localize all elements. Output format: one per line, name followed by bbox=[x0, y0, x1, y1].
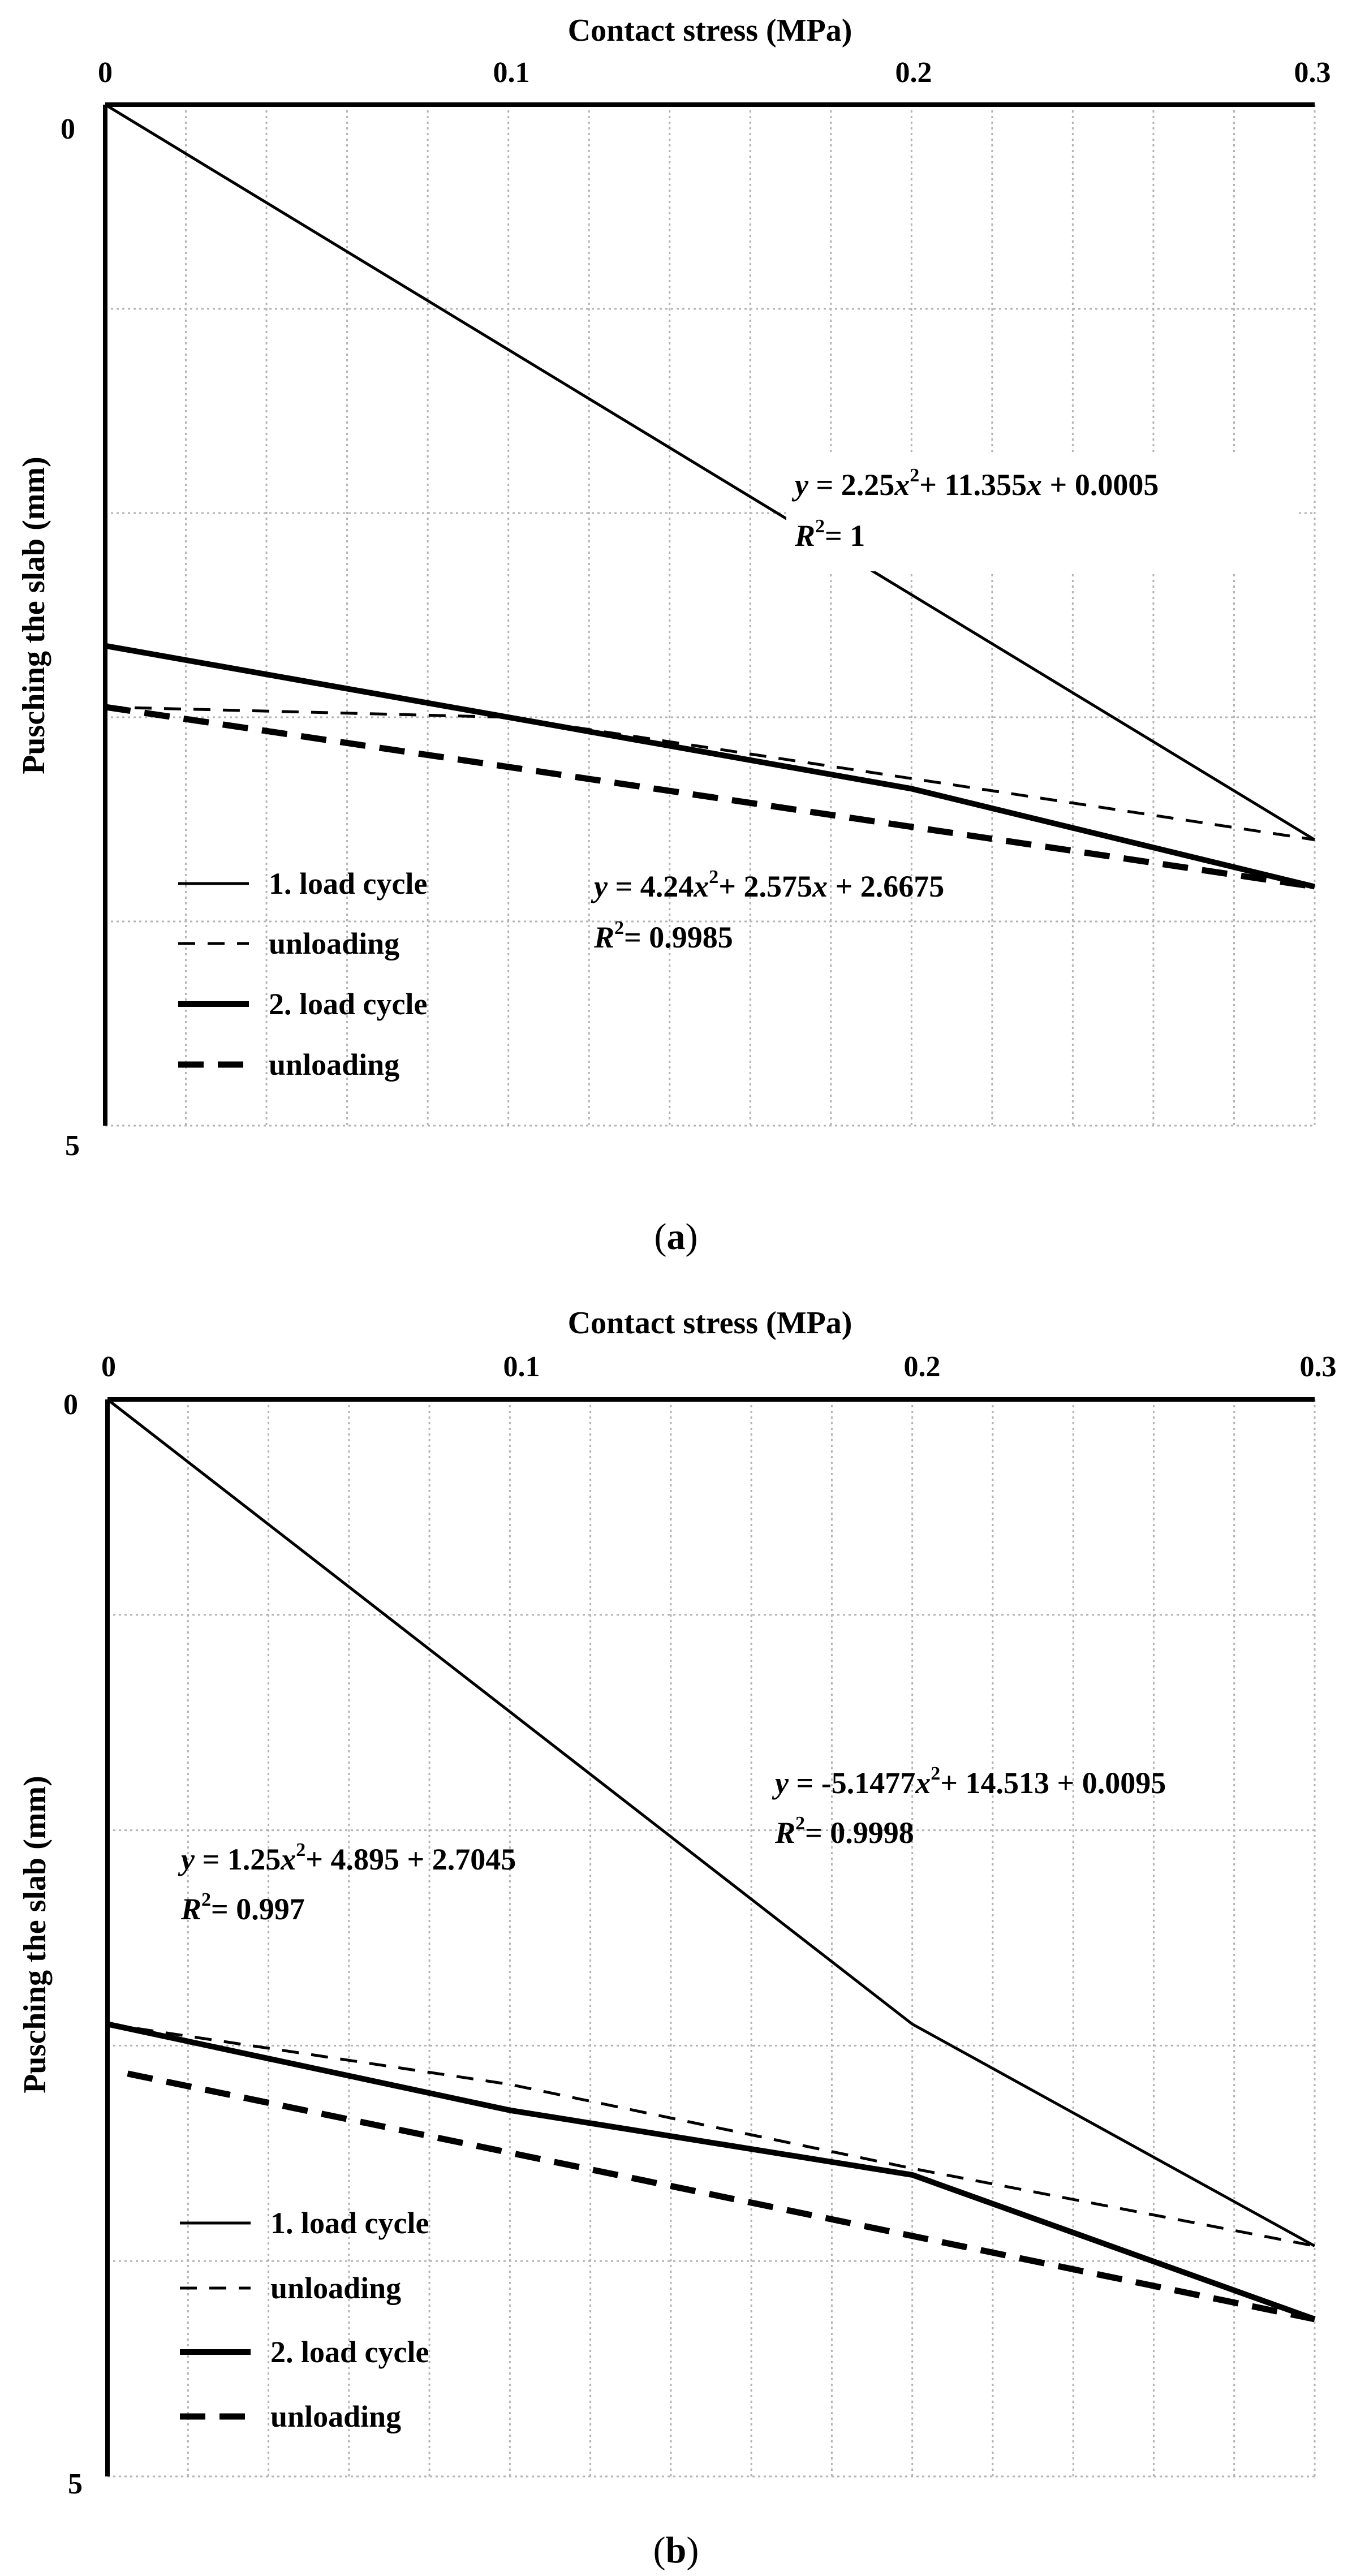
series-line-a-3 bbox=[105, 704, 1315, 890]
y-tick-label-b-1: 5 bbox=[68, 2468, 83, 2500]
chart-panel-b: Contact stress (MPa) Pusching the slab (… bbox=[18, 1306, 1337, 2571]
panel-label-b: (b) bbox=[653, 2530, 699, 2571]
legend-label-a-3: unloading bbox=[269, 1048, 399, 1082]
legend-label-b-0: 1. load cycle bbox=[270, 2206, 429, 2240]
legend-label-b-3: unloading bbox=[270, 2400, 401, 2433]
equation-b-1: y = -5.1477x2+ 14.513 + 0.0095 bbox=[772, 1763, 1166, 1800]
y-axis-title-a: Pusching the slab (mm) bbox=[16, 456, 51, 774]
r-squared-a-2: R2= 0.9985 bbox=[593, 917, 733, 954]
equation-a-1: y = 2.25x2+ 11.355x + 0.0005 bbox=[791, 465, 1159, 502]
x-tick-label-a-2: 0.2 bbox=[895, 57, 932, 89]
r-squared-a-1: R2= 1 bbox=[794, 516, 865, 553]
legend-label-b-1: unloading bbox=[270, 2271, 401, 2305]
y-tick-label-a-0: 0 bbox=[61, 113, 75, 145]
x-tick-label-b-0: 0 bbox=[101, 1351, 116, 1383]
x-axis-title-b: Contact stress (MPa) bbox=[568, 1306, 852, 1341]
series-line-a-1 bbox=[105, 705, 1315, 842]
y-axis-title-b: Pusching the slab (mm) bbox=[18, 1776, 53, 2093]
x-tick-label-a-1: 0.1 bbox=[493, 57, 530, 89]
series-line-b-3 bbox=[127, 2070, 1316, 2323]
r-squared-b-2: R2= 0.997 bbox=[180, 1889, 305, 1926]
legend-label-a-0: 1. load cycle bbox=[269, 867, 427, 901]
panel-label-a: (a) bbox=[655, 1216, 698, 1257]
legend-label-b-2: 2. load cycle bbox=[270, 2335, 429, 2369]
x-tick-label-b-3: 0.3 bbox=[1300, 1351, 1337, 1383]
legend-label-a-1: unloading bbox=[269, 927, 399, 960]
chart-panel-a: Contact stress (MPa) Pusching the slab (… bbox=[16, 13, 1331, 1257]
equation-b-2: y = 1.25x2+ 4.895 + 2.7045 bbox=[178, 1840, 516, 1876]
series-line-a-0 bbox=[104, 103, 1316, 841]
series-line-b-2 bbox=[106, 2021, 1316, 2322]
x-tick-label-a-3: 0.3 bbox=[1294, 57, 1331, 89]
series-line-b-0 bbox=[106, 1398, 1316, 2247]
x-tick-label-a-0: 0 bbox=[98, 57, 113, 89]
x-tick-label-b-2: 0.2 bbox=[904, 1351, 941, 1383]
legend-b: 1. load cycle unloading 2. load cycle un… bbox=[180, 2206, 429, 2433]
r-squared-b-1: R2= 0.9998 bbox=[774, 1813, 914, 1850]
series-group-b bbox=[106, 1398, 1316, 2323]
y-tick-label-a-1: 5 bbox=[65, 1130, 80, 1162]
series-line-a-2 bbox=[105, 643, 1316, 890]
legend-a: 1. load cycle unloading 2. load cycle un… bbox=[178, 867, 427, 1082]
legend-label-a-2: 2. load cycle bbox=[269, 987, 427, 1021]
x-tick-label-b-1: 0.1 bbox=[503, 1351, 540, 1383]
x-axis-title-a: Contact stress (MPa) bbox=[568, 13, 852, 48]
equation-a-2: y = 4.24x2+ 2.575x + 2.6675 bbox=[591, 867, 944, 903]
y-tick-label-b-0: 0 bbox=[63, 1389, 78, 1421]
grid-b bbox=[107, 1399, 1316, 2478]
equation-backdrop-a-1 bbox=[786, 453, 1295, 571]
series-group-a bbox=[104, 103, 1316, 890]
grid-a bbox=[105, 105, 1316, 1127]
